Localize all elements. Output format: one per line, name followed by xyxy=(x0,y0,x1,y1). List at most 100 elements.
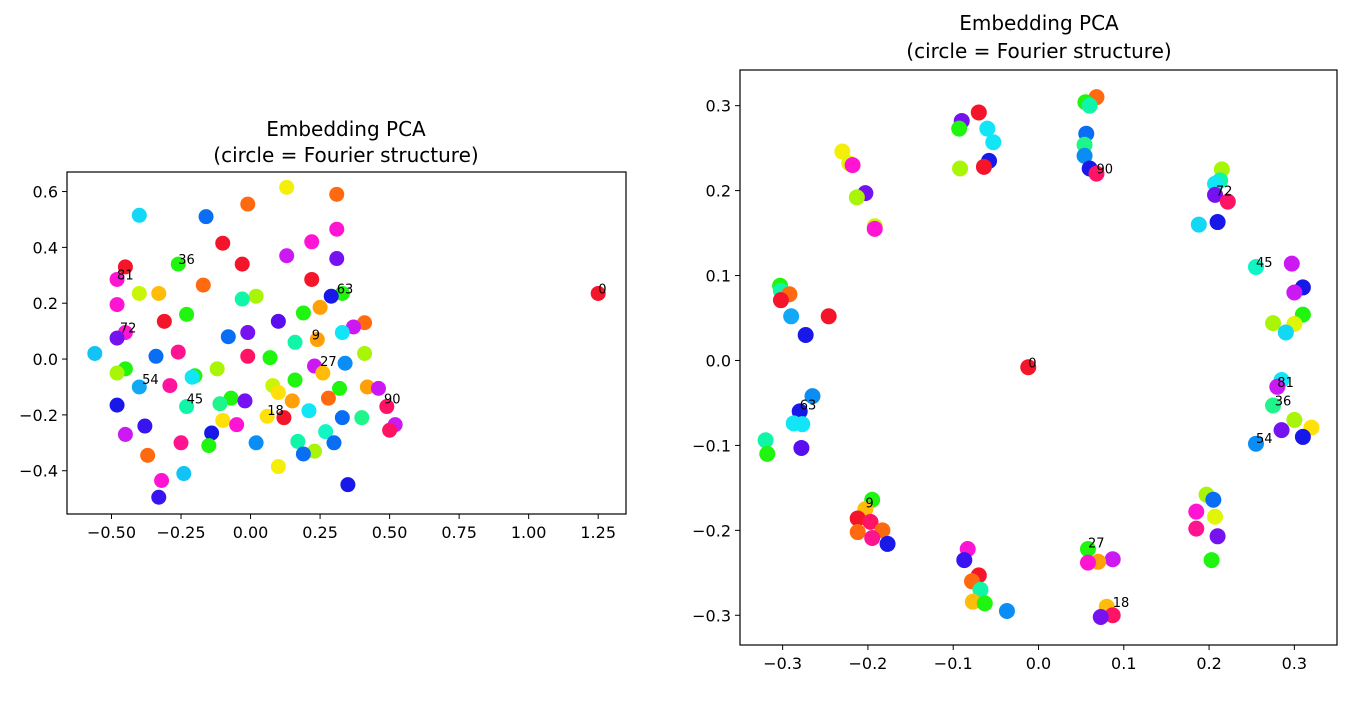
right-chart-point-47 xyxy=(1269,378,1286,395)
left-chart-point-88 xyxy=(140,447,156,463)
left-chart-point-7 xyxy=(215,235,231,251)
right-chart-ytick-label: −0.2 xyxy=(692,521,731,540)
right-chart-y-axis: −0.3 −0.2 −0.1 0.0 0.1 0.2 0.3 xyxy=(692,97,740,625)
right-chart-ytick-label: −0.1 xyxy=(692,436,731,455)
right-chart-point-0 xyxy=(1020,359,1037,376)
right-chart-ytick-label: −0.3 xyxy=(692,606,731,625)
right-chart-point-29 xyxy=(1209,214,1226,231)
right-chart-annotation: 81 xyxy=(1277,376,1294,391)
left-chart-x-axis: −0.50 −0.25 0.00 0.25 0.50 0.75 1.00 1.25 xyxy=(87,514,616,542)
left-chart-y-axis: −0.4 −0.2 0.0 0.2 0.4 0.6 xyxy=(19,183,67,481)
left-chart-point-65 xyxy=(179,399,195,415)
right-chart-ytick-label: 0.2 xyxy=(706,182,731,201)
left-chart-xtick-label: 0.25 xyxy=(302,523,338,542)
right-chart-point-90 xyxy=(1092,608,1109,625)
left-chart-point-41 xyxy=(240,348,256,364)
left-chart-annotation: 81 xyxy=(117,268,134,283)
right-chart-point-67 xyxy=(1203,552,1220,569)
left-chart-point-5 xyxy=(198,209,214,225)
left-chart-xtick-label: 0.50 xyxy=(372,523,408,542)
left-chart-point-21 xyxy=(248,288,264,304)
left-chart-point-67 xyxy=(109,397,125,413)
right-chart-point-21 xyxy=(848,189,865,206)
left-chart-annotation: 72 xyxy=(120,322,137,337)
right-chart-annotation: 36 xyxy=(1275,394,1292,409)
right-chart-annotation: 90 xyxy=(1096,163,1113,178)
left-chart-xtick-label: −0.50 xyxy=(87,523,136,542)
left-chart-title-line1: Embedding PCA xyxy=(266,117,426,141)
left-chart-point-74 xyxy=(229,417,245,433)
left-chart-point-48 xyxy=(109,365,125,381)
left-chart-point-84 xyxy=(173,435,189,451)
left-chart-point-56 xyxy=(359,379,375,395)
right-chart-point-89 xyxy=(1104,607,1121,624)
left-chart-point-42 xyxy=(148,348,164,364)
left-chart-point-43 xyxy=(262,350,278,366)
left-chart-points xyxy=(87,179,606,505)
left-chart-point-24 xyxy=(312,299,328,315)
left-chart-plot-frame xyxy=(66,171,627,515)
left-chart-point-37 xyxy=(287,334,303,350)
right-chart-point-42 xyxy=(772,292,789,309)
right-chart-point-8 xyxy=(1088,165,1105,182)
left-chart-annotation: 9 xyxy=(312,329,320,344)
right-chart-xtick-label: −0.3 xyxy=(763,654,802,673)
right-chart-annotation: 63 xyxy=(800,399,817,414)
left-chart-point-35 xyxy=(109,330,125,346)
left-chart-point-29 xyxy=(270,313,286,329)
left-chart-xtick-label: −0.25 xyxy=(157,523,206,542)
right-chart-point-71 xyxy=(862,513,879,530)
right-chart-point-44 xyxy=(783,308,800,325)
left-chart-point-6 xyxy=(329,221,345,237)
right-chart-point-15 xyxy=(975,158,992,175)
left-chart-point-34 xyxy=(220,329,236,345)
right-chart-point-13 xyxy=(985,134,1002,151)
right-chart-point-6 xyxy=(1076,147,1093,164)
right-chart-point-26 xyxy=(1207,175,1224,192)
right-chart-point-63 xyxy=(1188,503,1205,520)
left-chart-point-12 xyxy=(170,256,186,272)
left-chart-point-83 xyxy=(326,435,342,451)
right-chart-point-11 xyxy=(951,120,968,137)
right-chart-ytick-label: 0.0 xyxy=(706,351,731,370)
left-chart-point-71 xyxy=(334,410,350,426)
right-chart-point-31 xyxy=(1247,259,1264,276)
right-chart-point-57 xyxy=(794,416,811,433)
right-chart-point-87 xyxy=(998,603,1015,620)
right-chart-point-27 xyxy=(1207,186,1224,203)
left-chart-point-33 xyxy=(240,325,256,341)
right-chart-title-line2: (circle = Fourier structure) xyxy=(906,39,1171,63)
left-chart-point-22 xyxy=(234,291,250,307)
left-chart-point-72 xyxy=(354,410,370,426)
right-chart-point-86 xyxy=(976,595,993,612)
left-chart-point-63 xyxy=(237,393,253,409)
right-chart-point-84 xyxy=(972,581,989,598)
left-chart-ytick-label: −0.2 xyxy=(19,406,58,425)
right-chart-point-64 xyxy=(1207,508,1224,525)
right-chart-xtick-label: 0.0 xyxy=(1026,654,1051,673)
left-chart-xtick-label: 1.00 xyxy=(511,523,547,542)
right-chart-point-76 xyxy=(1079,541,1096,558)
left-chart-point-26 xyxy=(295,305,311,321)
right-chart-point-12 xyxy=(979,120,996,137)
left-chart-point-46 xyxy=(209,361,225,377)
left-chart-point-54 xyxy=(162,378,178,394)
right-chart-point-34 xyxy=(1286,284,1303,301)
right-chart-annotation: 0 xyxy=(1028,356,1036,371)
left-chart-point-64 xyxy=(212,396,228,412)
left-chart-point-8 xyxy=(304,234,320,250)
left-chart-point-38 xyxy=(170,344,186,360)
right-chart-point-5 xyxy=(1076,136,1093,153)
right-chart-point-85 xyxy=(964,593,981,610)
left-chart-point-31 xyxy=(334,325,350,341)
right-chart-point-75 xyxy=(879,535,896,552)
left-chart-point-66 xyxy=(379,399,395,415)
left-chart-point-58 xyxy=(370,380,386,396)
left-chart-point-68 xyxy=(301,403,317,419)
left-chart-point-2 xyxy=(279,179,295,195)
left-chart-point-77 xyxy=(382,422,398,438)
right-chart-xtick-label: −0.1 xyxy=(934,654,973,673)
left-chart-point-76 xyxy=(137,418,153,434)
left-chart-point-55 xyxy=(131,379,147,395)
left-chart-point-44 xyxy=(337,355,353,371)
